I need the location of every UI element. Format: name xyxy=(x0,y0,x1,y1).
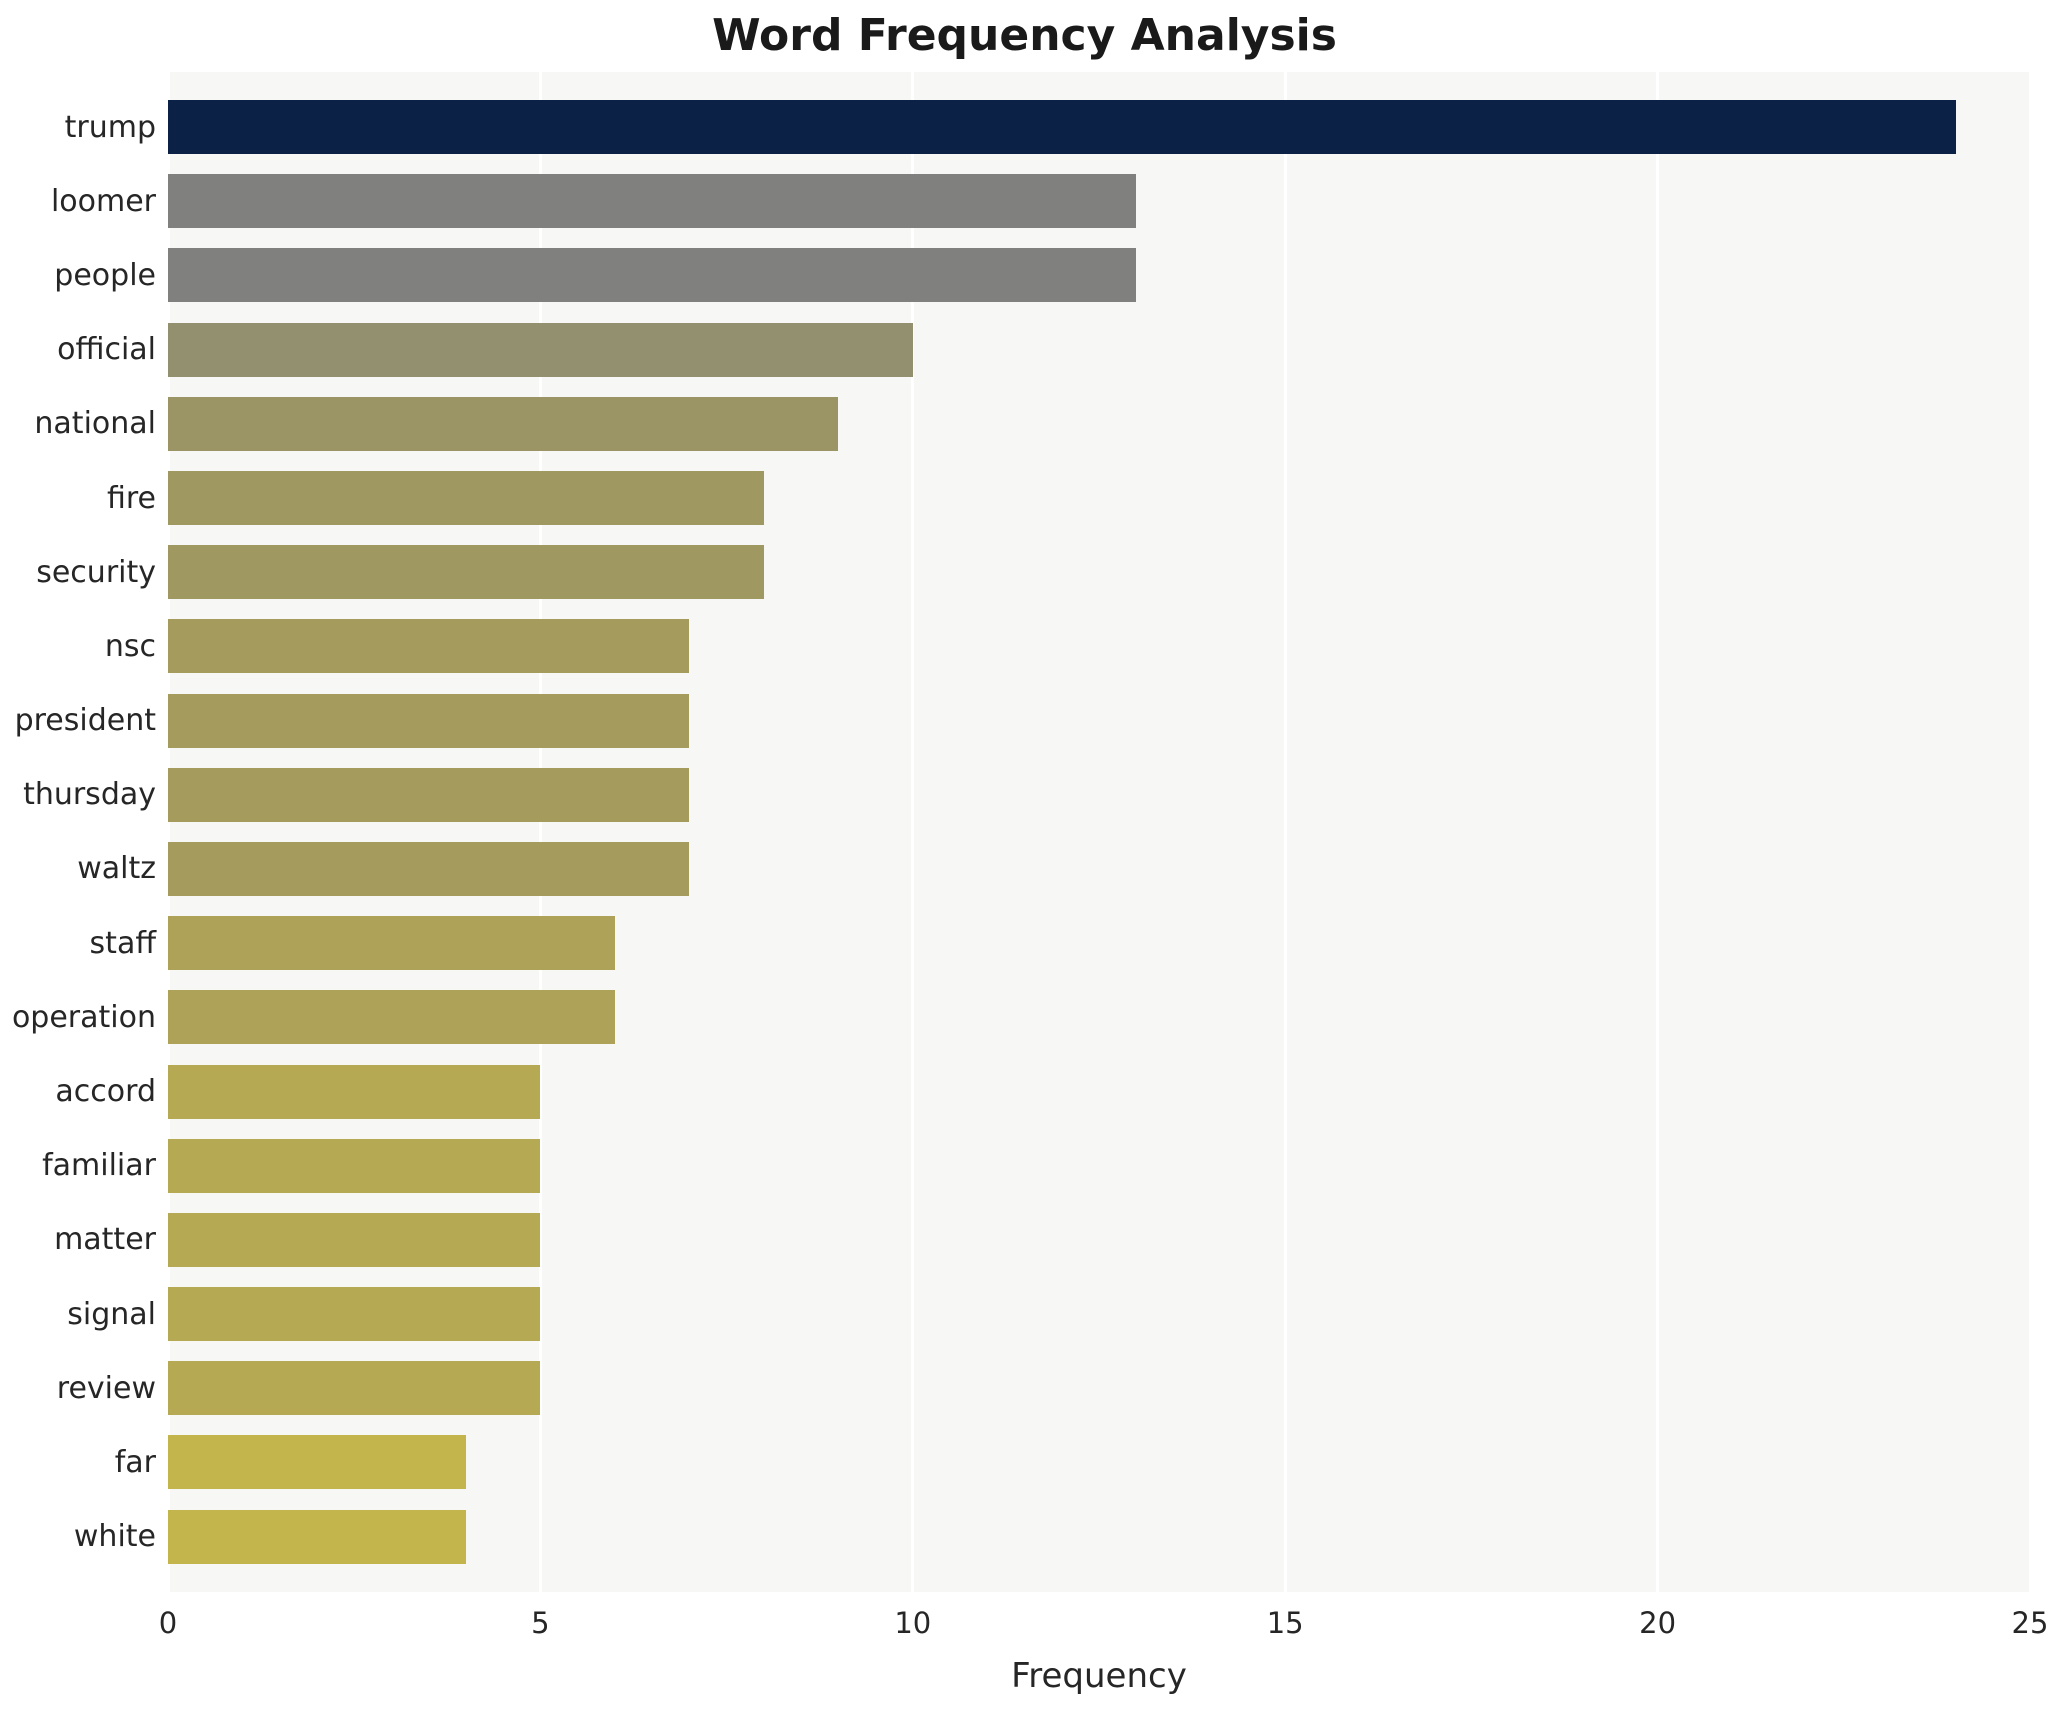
bar-national xyxy=(168,396,839,451)
y-tick-label: signal xyxy=(67,1296,156,1332)
y-tick-label: operation xyxy=(11,999,156,1035)
y-tick-label: matter xyxy=(54,1222,156,1258)
y-tick-label: official xyxy=(57,332,156,368)
y-tick-label: staff xyxy=(89,925,156,961)
bar-fire xyxy=(168,471,764,526)
x-tick-label: 25 xyxy=(2011,1606,2049,1640)
x-tick-label: 15 xyxy=(1266,1606,1304,1640)
x-tick-label: 5 xyxy=(531,1606,550,1640)
y-tick-label: national xyxy=(34,406,156,442)
bar-row: accord xyxy=(55,1064,2030,1119)
gridline xyxy=(1656,72,1660,1592)
bar-row: white xyxy=(74,1509,2030,1564)
y-tick-label: people xyxy=(54,257,156,293)
bar-row: matter xyxy=(54,1212,2030,1267)
gridline xyxy=(1283,72,1287,1592)
bar-loomer xyxy=(168,174,1137,229)
x-axis-ticks: 0 5 10 15 20 25 xyxy=(159,1598,2049,1640)
bar-security xyxy=(168,545,764,600)
gridline xyxy=(2028,72,2032,1592)
bar-staff xyxy=(168,916,615,971)
bar-row: official xyxy=(57,322,2030,377)
bar-row: far xyxy=(115,1435,2030,1490)
bar-row: trump xyxy=(65,100,2030,155)
bar-far xyxy=(168,1435,466,1490)
bar-operation xyxy=(168,990,615,1045)
bar-row: fire xyxy=(107,471,2030,526)
y-tick-label: security xyxy=(36,554,156,590)
bar-nsc xyxy=(168,619,690,674)
x-tick-label: 20 xyxy=(1639,1606,1677,1640)
bar-row: nsc xyxy=(105,619,2030,674)
bar-matter xyxy=(168,1212,541,1267)
x-axis-label: Frequency xyxy=(1011,1656,1187,1696)
y-tick-label: waltz xyxy=(77,851,156,887)
bar-row: review xyxy=(57,1361,2030,1416)
x-tick-label: 0 xyxy=(158,1606,178,1640)
bar-row: signal xyxy=(67,1287,2030,1342)
bar-thursday xyxy=(168,767,690,822)
plot-area: trump loomer people official national fire sec… xyxy=(12,72,2032,1592)
bar-row: president xyxy=(15,693,2030,748)
bar-row: operation xyxy=(12,990,2030,1045)
gridline xyxy=(538,72,542,1592)
y-tick-label: white xyxy=(73,1519,156,1555)
bar-row: waltz xyxy=(77,841,2030,896)
bar-familiar xyxy=(168,1138,541,1193)
x-tick-label: 10 xyxy=(894,1606,932,1640)
y-tick-label: president xyxy=(14,703,156,739)
bar-official xyxy=(168,322,913,377)
y-tick-label: fire xyxy=(106,480,156,516)
bar-president xyxy=(168,693,690,748)
bar-series: trump loomer people official national fire sec… xyxy=(12,72,2030,1592)
bar-trump xyxy=(168,100,1956,155)
bar-people xyxy=(168,248,1137,303)
y-tick-label: trump xyxy=(64,109,156,145)
gridline xyxy=(166,72,170,1592)
gridline xyxy=(911,72,915,1592)
y-tick-label: accord xyxy=(55,1074,156,1110)
bar-row: national xyxy=(34,396,2030,451)
y-tick-label: familiar xyxy=(42,1148,156,1184)
y-tick-label: loomer xyxy=(50,183,156,219)
chart-title: Word Frequency Analysis xyxy=(712,10,1337,61)
bar-row: familiar xyxy=(42,1138,2030,1193)
y-tick-label: thursday xyxy=(23,777,156,813)
bar-row: thursday xyxy=(23,767,2030,822)
bar-row: security xyxy=(36,545,2030,600)
bar-review xyxy=(168,1361,541,1416)
y-tick-label: nsc xyxy=(104,628,156,664)
bar-accord xyxy=(168,1064,541,1119)
bar-white xyxy=(168,1509,466,1564)
bar-waltz xyxy=(168,841,690,896)
bar-signal xyxy=(168,1287,541,1342)
bar-row: loomer xyxy=(51,174,2030,229)
bar-row: people xyxy=(54,248,2030,303)
y-tick-label: far xyxy=(114,1444,156,1480)
bar-row: staff xyxy=(90,916,2030,971)
y-tick-label: review xyxy=(56,1370,156,1406)
